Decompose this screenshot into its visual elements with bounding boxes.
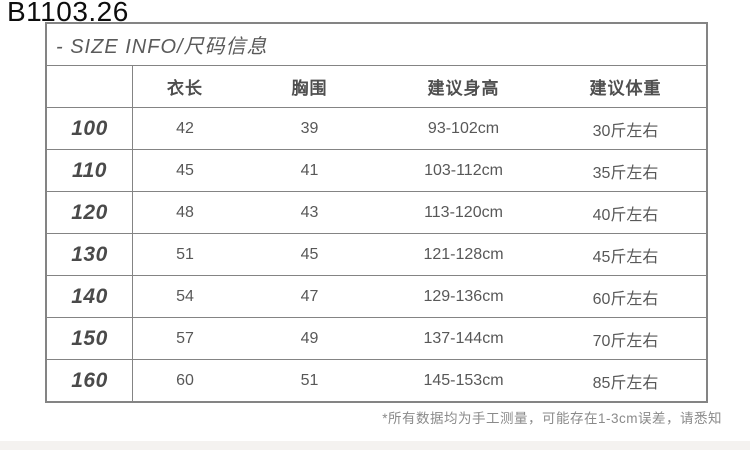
size-label: 100	[47, 108, 133, 149]
height-value: 129-136cm	[423, 287, 504, 305]
table-row: 140 54 47 129-136cm 60斤左右	[47, 276, 706, 318]
height-value: 145-153cm	[423, 371, 504, 389]
length-value: 51	[176, 245, 194, 263]
chest-value: 45	[300, 245, 319, 263]
header-cell-length: 衣长	[167, 79, 203, 98]
height-value: 93-102cm	[427, 119, 500, 137]
table-header-row: 衣长 胸围 建议身高 建议体重	[47, 66, 706, 108]
size-label: 130	[47, 234, 133, 275]
length-value: 60	[176, 371, 194, 389]
header-cell-weight: 建议体重	[589, 79, 662, 98]
header-cell-size	[47, 66, 133, 107]
weight-value: 70斤左右	[592, 332, 659, 350]
length-value: 45	[176, 161, 194, 179]
product-code: B1103.26	[7, 0, 129, 27]
length-value: 48	[176, 203, 194, 221]
weight-value: 85斤左右	[592, 374, 659, 392]
height-value: 137-144cm	[423, 329, 504, 347]
header-cell-chest: 胸围	[291, 79, 328, 98]
table-row: 120 48 43 113-120cm 40斤左右	[47, 192, 706, 234]
size-label: 140	[47, 276, 133, 317]
weight-value: 45斤左右	[592, 248, 659, 266]
height-value: 121-128cm	[423, 245, 504, 263]
chest-value: 39	[300, 119, 319, 137]
weight-value: 35斤左右	[592, 164, 659, 182]
size-label: 150	[47, 318, 133, 359]
length-value: 57	[176, 329, 194, 347]
size-label: 110	[47, 150, 133, 191]
chest-value: 41	[300, 161, 319, 179]
size-chart-title: - SIZE INFO/尺码信息	[56, 36, 268, 58]
chest-value: 51	[300, 371, 319, 389]
size-chart-table: - SIZE INFO/尺码信息 衣长 胸围 建议身高 建议体重 100 42 …	[45, 22, 708, 403]
table-row: 110 45 41 103-112cm 35斤左右	[47, 150, 706, 192]
bottom-divider-band	[0, 441, 750, 450]
size-label: 120	[47, 192, 133, 233]
chest-value: 49	[300, 329, 319, 347]
height-value: 103-112cm	[424, 161, 503, 179]
measurement-disclaimer: *所有数据均为手工测量，可能存在1-3cm误差，请悉知	[382, 411, 722, 426]
weight-value: 60斤左右	[592, 290, 659, 308]
size-label: 160	[47, 360, 133, 401]
weight-value: 30斤左右	[592, 122, 659, 140]
length-value: 54	[176, 287, 194, 305]
table-row: 100 42 39 93-102cm 30斤左右	[47, 108, 706, 150]
header-cell-height: 建议身高	[427, 79, 500, 98]
weight-value: 40斤左右	[592, 206, 659, 224]
chest-value: 47	[300, 287, 319, 305]
table-row: 130 51 45 121-128cm 45斤左右	[47, 234, 706, 276]
length-value: 42	[176, 119, 194, 137]
table-row: 160 60 51 145-153cm 85斤左右	[47, 360, 706, 401]
table-row: 150 57 49 137-144cm 70斤左右	[47, 318, 706, 360]
height-value: 113-120cm	[424, 203, 503, 221]
chest-value: 43	[300, 203, 319, 221]
size-chart-title-row: - SIZE INFO/尺码信息	[47, 24, 706, 66]
